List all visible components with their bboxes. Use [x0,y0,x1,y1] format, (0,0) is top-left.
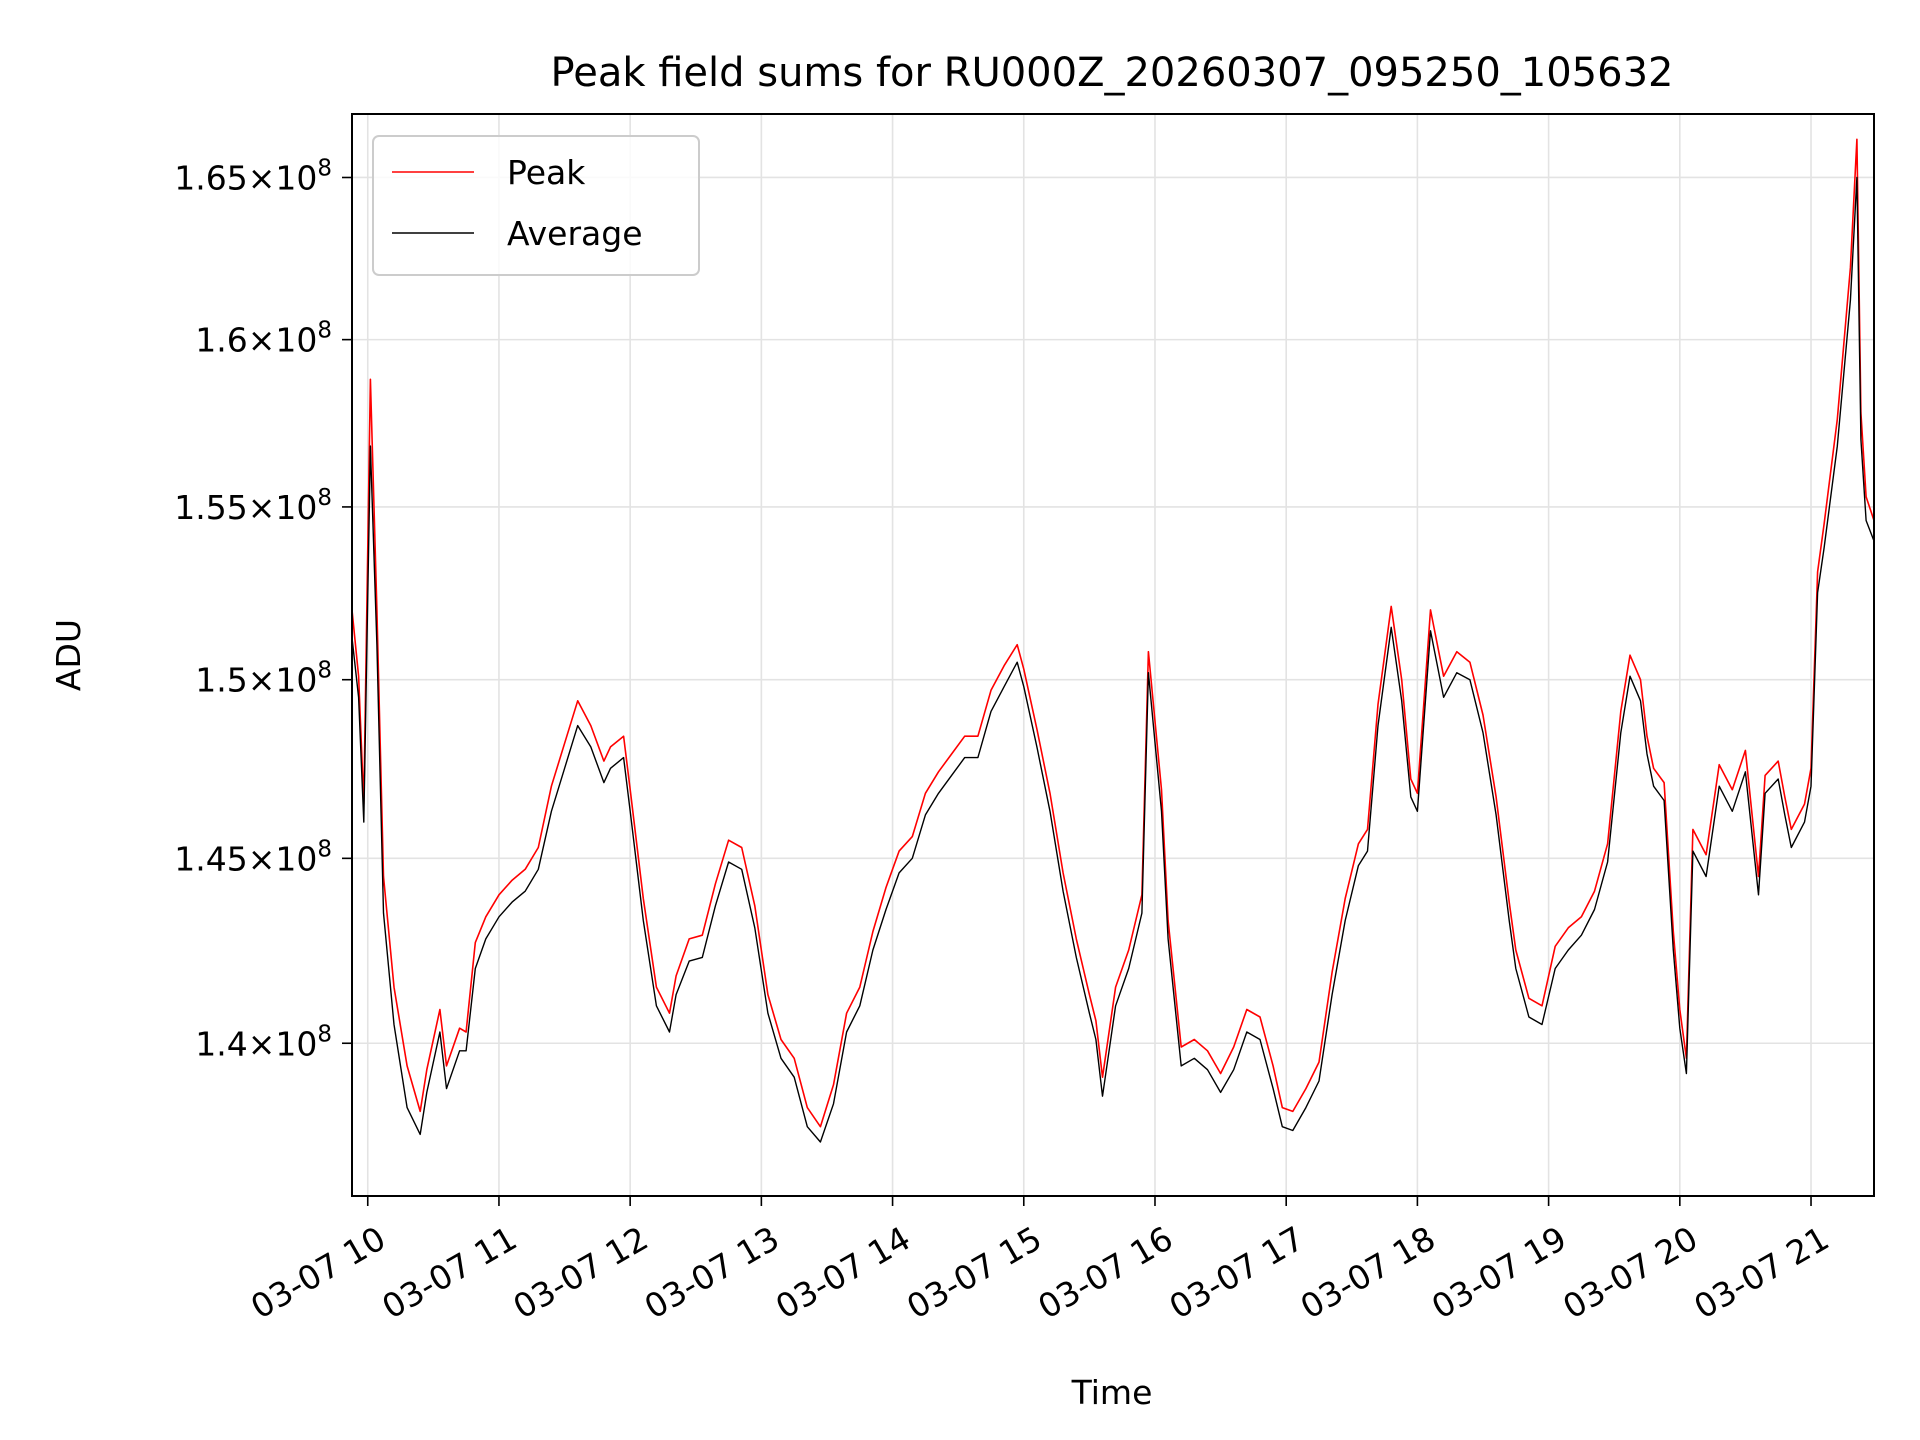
legend-box [372,135,700,276]
legend-label-average: Average [507,214,643,253]
x-axis-title: Time [1071,1373,1153,1412]
series-layer [351,138,1875,1143]
y-tick-label: 1.5×108 [195,658,332,700]
y-tick-label: 1.65×108 [174,155,332,197]
y-axis-title: ADU [49,619,88,691]
legend: Peak Average [372,135,700,276]
chart-title: Peak field sums for RU000Z_20260307_0952… [551,50,1674,96]
y-tick-label: 1.4×108 [195,1021,332,1063]
series-line-average [351,176,1875,1143]
legend-label-peak: Peak [507,153,586,192]
y-tick-label: 1.55×108 [174,485,332,527]
plot-frame [351,113,1875,1197]
grid [352,114,1874,1196]
y-axis: 1.4×108 1.45×108 1.5×108 1.55×108 1.6×108 1.6… [174,155,352,1063]
y-tick-label: 1.6×108 [195,318,332,360]
y-tick-label: 1.45×108 [174,836,332,878]
